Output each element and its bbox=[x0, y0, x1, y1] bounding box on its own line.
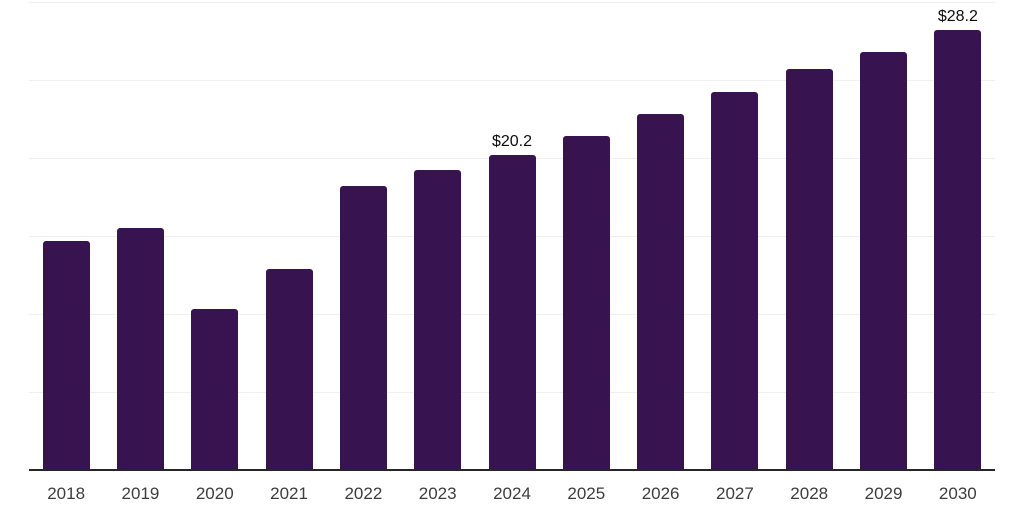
bar-2020 bbox=[191, 309, 239, 470]
bar-2024 bbox=[488, 154, 536, 470]
x-tick-2024: 2024 bbox=[493, 484, 531, 503]
bar-2026 bbox=[637, 114, 685, 470]
x-tick-2030: 2030 bbox=[938, 484, 977, 503]
value-label-2024: $20.2 bbox=[491, 132, 533, 150]
x-tick-2028: 2028 bbox=[790, 484, 829, 503]
bar-2030 bbox=[934, 30, 982, 470]
bar-2021 bbox=[265, 268, 313, 470]
bar-2019 bbox=[116, 228, 164, 470]
bar-2022 bbox=[339, 186, 387, 470]
bar-2028 bbox=[785, 69, 833, 470]
x-tick-2021: 2021 bbox=[270, 484, 308, 503]
x-axis-line bbox=[29, 469, 995, 471]
bar-2025 bbox=[562, 136, 610, 470]
bar-2029 bbox=[860, 51, 908, 470]
bar-2018 bbox=[42, 240, 90, 470]
value-label-2030: $28.2 bbox=[937, 8, 978, 26]
x-tick-2022: 2022 bbox=[344, 484, 383, 503]
bar-2027 bbox=[711, 92, 759, 470]
gridline-25 bbox=[29, 80, 995, 81]
x-tick-2029: 2029 bbox=[864, 484, 903, 503]
x-tick-2020: 2020 bbox=[195, 484, 234, 503]
x-tick-2027: 2027 bbox=[716, 484, 754, 503]
x-tick-2023: 2023 bbox=[418, 484, 457, 503]
x-tick-2019: 2019 bbox=[121, 484, 160, 503]
bar-2023 bbox=[414, 170, 462, 470]
gridline-30 bbox=[29, 2, 995, 3]
x-tick-2018: 2018 bbox=[47, 484, 86, 503]
x-tick-2025: 2025 bbox=[567, 484, 606, 503]
x-tick-2026: 2026 bbox=[641, 484, 680, 503]
